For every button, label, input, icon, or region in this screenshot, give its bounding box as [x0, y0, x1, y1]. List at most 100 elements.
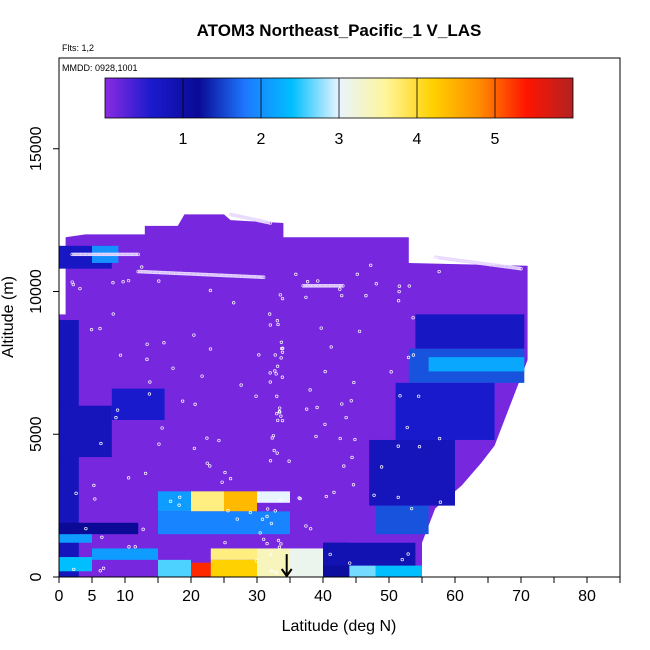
sample-point	[275, 364, 280, 368]
flight-track-point	[240, 215, 244, 219]
sample-point	[316, 279, 320, 283]
sample-point	[407, 284, 411, 288]
flight-track-point	[83, 252, 88, 257]
sample-point	[280, 418, 285, 423]
sample-point	[208, 347, 213, 351]
sample-point	[127, 545, 131, 549]
flight-track-point	[169, 271, 174, 275]
x-axis-label: Latitude (deg N)	[282, 618, 397, 635]
sample-point	[276, 322, 280, 327]
flight-track-point	[504, 264, 508, 269]
flight-track-point	[207, 272, 211, 277]
flight-track-point	[303, 283, 307, 288]
sample-point	[266, 507, 270, 511]
flight-track-point	[258, 219, 263, 223]
sample-point	[258, 531, 262, 535]
flight-track-point	[139, 269, 144, 274]
sample-point	[287, 459, 291, 463]
sample-point	[254, 394, 258, 398]
sample-point	[398, 394, 402, 398]
flight-track-point	[514, 266, 518, 270]
flight-track-point	[232, 213, 236, 217]
sample-point	[338, 436, 342, 441]
sample-point	[379, 465, 384, 469]
flight-track-point	[235, 214, 240, 218]
flight-track-point	[248, 274, 253, 279]
flight-track-point	[233, 213, 238, 218]
sample-point	[308, 388, 312, 392]
sample-point	[273, 353, 277, 357]
sample-point	[235, 517, 239, 521]
flight-track-point	[159, 270, 164, 275]
flight-track-point	[337, 283, 342, 288]
flight-track-point	[261, 275, 266, 280]
flight-track-point	[162, 270, 167, 275]
sample-point	[111, 281, 115, 285]
sample-point	[406, 355, 411, 360]
flight-track-point	[235, 274, 240, 278]
sample-point	[279, 542, 283, 546]
flight-track-point	[205, 272, 210, 277]
data-cell	[349, 565, 376, 577]
flight-track-point	[230, 273, 235, 278]
sample-point	[268, 323, 273, 327]
flight-track-point	[458, 258, 462, 263]
flight-track-point	[184, 271, 188, 276]
flight-track-point	[172, 271, 177, 275]
flight-track-point	[439, 256, 444, 260]
flight-track-point	[143, 270, 147, 274]
flight-track-point	[489, 262, 494, 267]
sample-point	[260, 517, 265, 521]
flight-track-point	[230, 212, 235, 217]
flight-track-point	[91, 252, 96, 257]
sample-point	[372, 493, 376, 497]
sample-point	[400, 558, 404, 562]
sample-point	[126, 476, 131, 480]
flight-track-point	[334, 283, 339, 288]
flight-track-point	[213, 273, 218, 277]
flight-track-point	[215, 273, 220, 277]
flight-track-point	[329, 283, 334, 288]
sample-point	[239, 383, 243, 387]
sample-point	[223, 470, 227, 475]
flight-track-point	[157, 270, 162, 275]
flight-track-point	[119, 252, 124, 257]
flight-track-point	[177, 271, 182, 276]
sample-point	[223, 540, 227, 545]
sample-point	[74, 491, 78, 495]
y-tick-label: 15000	[28, 126, 45, 171]
flight-track-point	[131, 252, 136, 257]
sample-point	[351, 483, 356, 487]
flight-track-point	[510, 265, 515, 270]
sample-point	[304, 295, 308, 300]
data-cell	[191, 491, 224, 512]
flight-track-point	[194, 272, 198, 276]
sample-point	[148, 380, 152, 384]
flight-track-point	[251, 217, 256, 222]
sample-point	[114, 415, 118, 420]
sample-point	[145, 342, 149, 346]
flight-track-point	[317, 283, 322, 288]
flight-track-point	[95, 252, 99, 257]
sample-point	[118, 353, 123, 357]
sample-point	[329, 345, 333, 349]
sample-point	[438, 500, 443, 504]
data-cell	[158, 559, 191, 577]
flight-track-point	[222, 273, 226, 278]
sample-point	[352, 380, 356, 385]
flight-track-point	[469, 260, 474, 264]
flight-track-point	[96, 252, 101, 257]
flight-track-point	[232, 274, 236, 278]
sample-point	[268, 371, 272, 375]
flight-track-point	[512, 265, 517, 270]
sample-point	[304, 524, 308, 528]
sample-point	[257, 353, 261, 357]
sample-point	[323, 422, 327, 426]
sample-point	[279, 340, 284, 344]
sample-point	[254, 559, 258, 563]
flight-track-point	[324, 283, 329, 288]
sample-point	[205, 436, 209, 440]
flight-track-point	[468, 260, 472, 264]
flight-track-point	[204, 272, 208, 277]
sample-point	[274, 570, 278, 575]
